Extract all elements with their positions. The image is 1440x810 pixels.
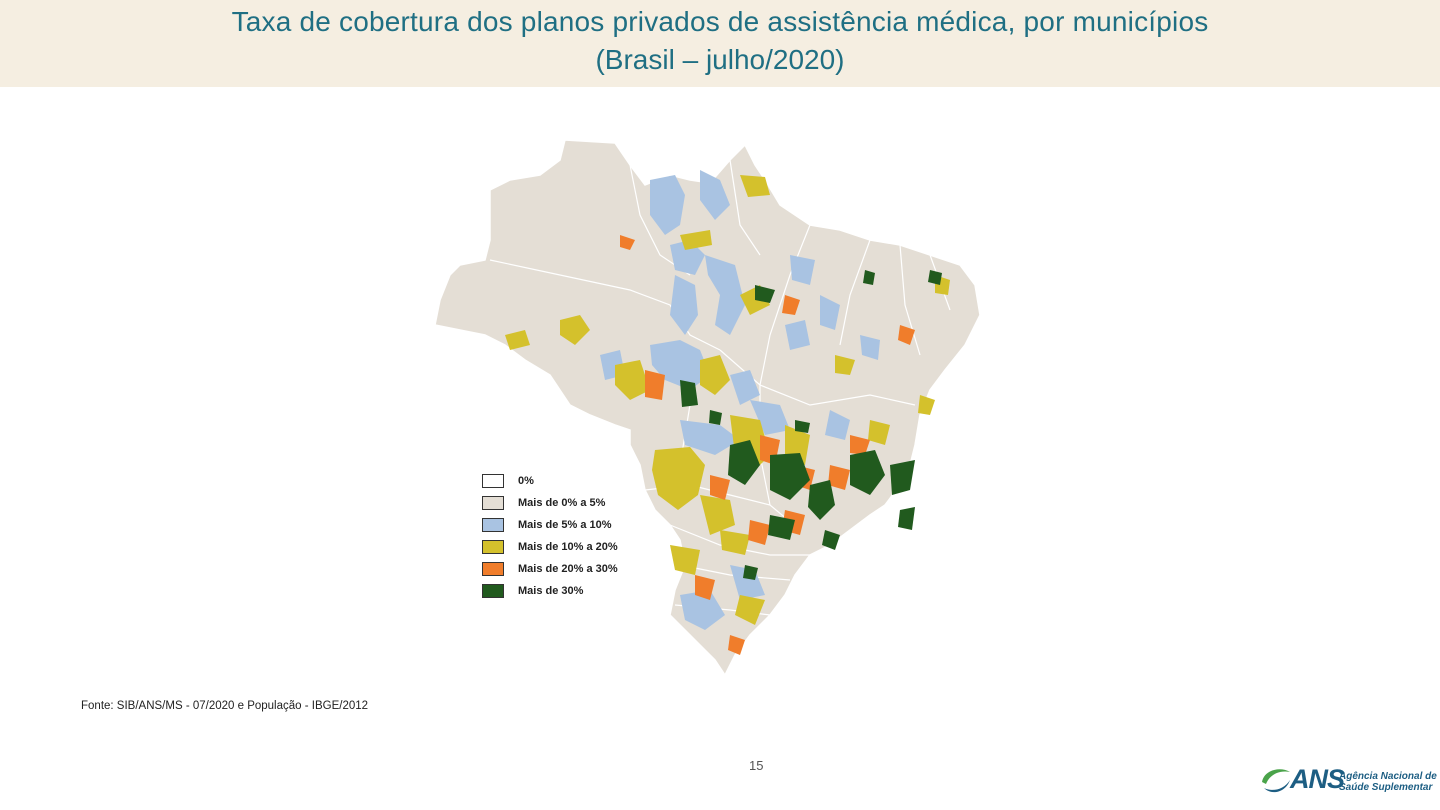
- source-note: Fonte: SIB/ANS/MS - 07/2020 e População …: [81, 700, 369, 712]
- coverage-5-10: [600, 170, 880, 630]
- legend-label-3: Mais de 10% a 20%: [518, 541, 618, 553]
- coverage-20-30: [620, 235, 915, 655]
- legend-swatch-1: [482, 496, 504, 510]
- legend-label-5: Mais de 30%: [518, 585, 584, 597]
- brazil-map: [434, 139, 981, 677]
- legend-swatch-4: [482, 562, 504, 576]
- legend-swatch-5: [482, 584, 504, 598]
- coverage-10-20: [505, 175, 950, 625]
- legend-swatch-0: [482, 474, 504, 488]
- legend-label-2: Mais de 5% a 10%: [518, 519, 612, 531]
- legend-label-4: Mais de 20% a 30%: [518, 563, 618, 575]
- ans-logo-mark: [1262, 769, 1290, 793]
- legend-label-0: 0%: [518, 475, 534, 487]
- legend-swatch-3: [482, 540, 504, 554]
- ans-logo: ANS Agência Nacional de Saúde Suplementa…: [1258, 762, 1437, 798]
- slide-header: Taxa de cobertura dos planos privados de…: [0, 0, 1440, 87]
- coverage-over-30: [680, 270, 942, 580]
- logo-line-2: Saúde Suplementar: [1339, 782, 1433, 793]
- legend-swatch-2: [482, 518, 504, 532]
- logo-line-1: Agência Nacional de: [1339, 771, 1437, 782]
- page-number: 15: [749, 758, 764, 773]
- title-line-2: (Brasil – julho/2020): [595, 44, 845, 75]
- title-line-1: Taxa de cobertura dos planos privados de…: [231, 6, 1209, 37]
- logo-abbr: ANS: [1290, 764, 1345, 794]
- legend-label-1: Mais de 0% a 5%: [518, 497, 606, 509]
